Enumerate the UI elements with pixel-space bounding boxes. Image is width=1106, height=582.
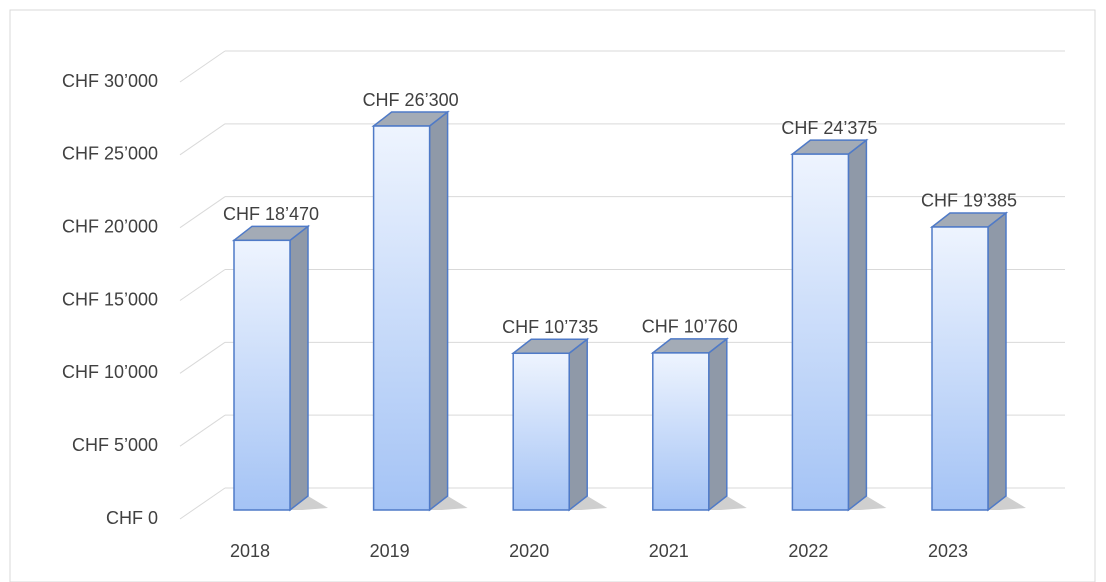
bar-shadow <box>429 496 468 510</box>
x-tick-label: 2018 <box>230 541 270 561</box>
value-label: CHF 10’735 <box>502 317 598 337</box>
grid-line <box>179 196 226 229</box>
y-tick-label: CHF 15’000 <box>62 289 158 309</box>
value-label: CHF 24’375 <box>781 118 877 138</box>
x-tick-label: 2020 <box>509 541 549 561</box>
x-tick-label: 2019 <box>370 541 410 561</box>
bar <box>372 125 431 511</box>
bar-side <box>428 110 449 512</box>
y-tick-label: CHF 5’000 <box>72 435 158 455</box>
value-label: CHF 10’760 <box>642 317 738 337</box>
grid-line <box>179 414 226 447</box>
y-tick-label: CHF 0 <box>106 508 158 528</box>
y-tick-label: CHF 20’000 <box>62 216 158 236</box>
y-tick-label: CHF 25’000 <box>62 144 158 164</box>
bar-shadow <box>569 496 608 510</box>
x-tick-label: 2022 <box>788 541 828 561</box>
grid-line <box>179 487 226 520</box>
bar <box>652 352 710 511</box>
y-tick-label: CHF 10’000 <box>62 362 158 382</box>
grid-line <box>179 341 226 374</box>
y-tick-label: CHF 30’000 <box>62 71 158 91</box>
bar-shadow <box>988 496 1026 510</box>
value-label: CHF 26’300 <box>363 90 459 110</box>
grid-line <box>179 123 226 156</box>
bar <box>791 153 850 511</box>
value-label: CHF 18’470 <box>223 204 319 224</box>
x-tick-label: 2023 <box>928 541 968 561</box>
bar-shadow <box>290 496 328 510</box>
chart-border <box>9 9 1096 582</box>
grid-line <box>179 269 226 301</box>
bar-side <box>289 224 309 512</box>
bar-shadow <box>708 496 747 510</box>
value-label: CHF 19’385 <box>921 191 1017 211</box>
x-tick-label: 2021 <box>649 541 689 561</box>
bar-side <box>847 138 868 512</box>
grid-line <box>179 50 226 83</box>
bar-shadow <box>848 496 887 510</box>
bar <box>931 226 989 511</box>
bar-side <box>568 337 588 512</box>
bar-side <box>987 211 1007 512</box>
bar-side <box>708 337 728 512</box>
bar <box>512 352 570 511</box>
bar <box>233 239 291 511</box>
